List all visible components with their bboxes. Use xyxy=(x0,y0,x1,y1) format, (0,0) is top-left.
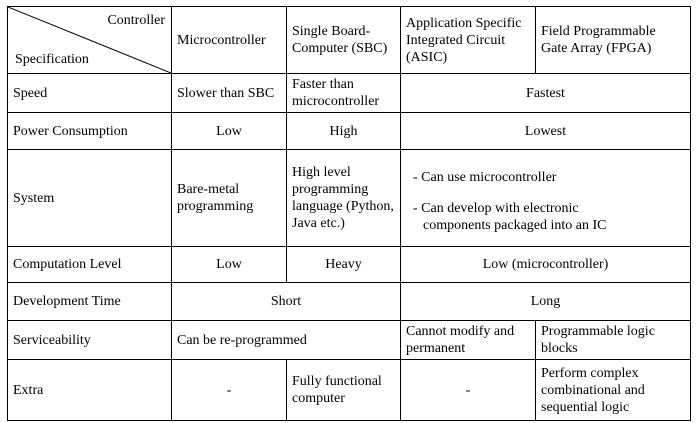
row-label-system: System xyxy=(7,149,172,247)
cell-speed-sbc: Faster than microcontroller xyxy=(286,73,401,113)
row-label-computation: Computation Level xyxy=(7,246,172,283)
row-power: Power Consumption Low High Lowest xyxy=(7,112,691,150)
specification-header-label: Specification xyxy=(15,52,89,67)
cell-extra-microcontroller: - xyxy=(171,359,287,421)
cell-power-asic-fpga: Lowest xyxy=(400,112,691,150)
row-computation: Computation Level Low Heavy Low (microco… xyxy=(7,246,691,283)
cell-serviceability-mcu-sbc: Can be re-programmed xyxy=(171,320,401,360)
column-header-fpga: Field Programmable Gate Array (FPGA) xyxy=(535,6,691,74)
column-header-sbc: Single Board-Computer (SBC) xyxy=(286,6,401,74)
cell-computation-asic-fpga: Low (microcontroller) xyxy=(400,246,691,283)
cell-extra-sbc: Fully functional computer xyxy=(286,359,401,421)
controller-header-label: Controller xyxy=(107,13,165,28)
header-row: Controller Specification Microcontroller… xyxy=(7,6,691,74)
cell-speed-asic-fpga: Fastest xyxy=(400,73,691,113)
row-label-speed: Speed xyxy=(7,73,172,113)
cell-development-asic-fpga: Long xyxy=(400,282,691,321)
cell-extra-asic: - xyxy=(400,359,536,421)
row-label-extra: Extra xyxy=(7,359,172,421)
header-corner-cell: Controller Specification xyxy=(7,6,172,74)
cell-power-sbc: High xyxy=(286,112,401,150)
row-serviceability: Serviceability Can be re-programmed Cann… xyxy=(7,320,691,360)
column-header-asic: Application Specific Integrated Circuit … xyxy=(400,6,536,74)
diagonal-line xyxy=(8,7,171,73)
system-bullet-electronic-line2: components packaged into an IC xyxy=(423,217,607,233)
cell-system-sbc: High level programming language (Python,… xyxy=(286,149,401,247)
system-bullet-microcontroller: - Can use microcontroller xyxy=(413,169,557,185)
comparison-table: Controller Specification Microcontroller… xyxy=(7,6,691,421)
cell-development-mcu-sbc: Short xyxy=(171,282,401,321)
cell-extra-fpga: Perform complex combinational and sequen… xyxy=(535,359,691,421)
row-speed: Speed Slower than SBC Faster than microc… xyxy=(7,73,691,113)
cell-serviceability-fpga: Programmable logic blocks xyxy=(535,320,691,360)
cell-computation-microcontroller: Low xyxy=(171,246,287,283)
row-label-development: Development Time xyxy=(7,282,172,321)
row-extra: Extra - Fully functional computer - Perf… xyxy=(7,359,691,421)
cell-system-microcontroller: Bare-metal programming xyxy=(171,149,287,247)
row-development: Development Time Short Long xyxy=(7,282,691,321)
cell-speed-microcontroller: Slower than SBC xyxy=(171,73,287,113)
system-bullet-electronic-line1: - Can develop with electronic xyxy=(413,200,579,216)
cell-serviceability-asic: Cannot modify and permanent xyxy=(400,320,536,360)
cell-computation-sbc: Heavy xyxy=(286,246,401,283)
row-label-power: Power Consumption xyxy=(7,112,172,150)
system-bullet-electronic: - Can develop with electronic components… xyxy=(413,200,685,234)
row-system: System Bare-metal programming High level… xyxy=(7,149,691,247)
cell-power-microcontroller: Low xyxy=(171,112,287,150)
row-label-serviceability: Serviceability xyxy=(7,320,172,360)
column-header-microcontroller: Microcontroller xyxy=(171,6,287,74)
cell-system-asic-fpga: - Can use microcontroller - Can develop … xyxy=(400,149,691,247)
